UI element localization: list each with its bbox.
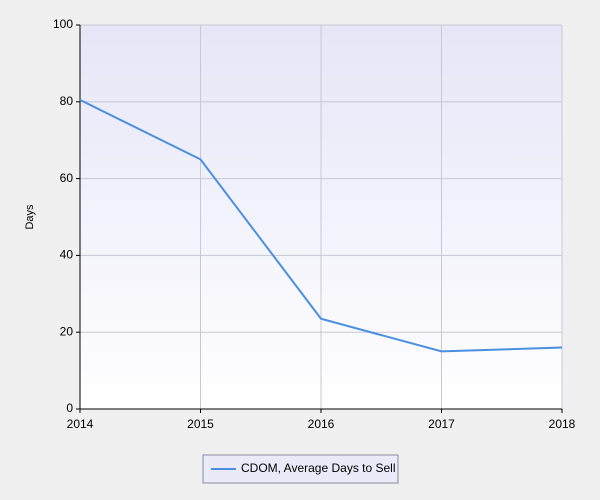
x-tick-label: 2017 — [428, 417, 455, 431]
y-tick-label: 20 — [60, 324, 74, 338]
x-tick-label: 2015 — [187, 417, 214, 431]
line-series — [79, 98, 563, 353]
x-tick-label: 2016 — [308, 417, 335, 431]
y-axis-label: Days — [24, 204, 36, 230]
x-tick-label: 2018 — [549, 417, 576, 431]
y-tick-label: 60 — [60, 171, 74, 185]
legend-label: CDOM, Average Days to Sell — [241, 461, 396, 475]
x-tick-label: 2014 — [67, 417, 94, 431]
y-tick-label: 0 — [66, 401, 73, 415]
y-tick-label: 80 — [60, 94, 74, 108]
y-tick-label: 40 — [60, 248, 74, 262]
y-tick-label: 100 — [53, 17, 73, 31]
